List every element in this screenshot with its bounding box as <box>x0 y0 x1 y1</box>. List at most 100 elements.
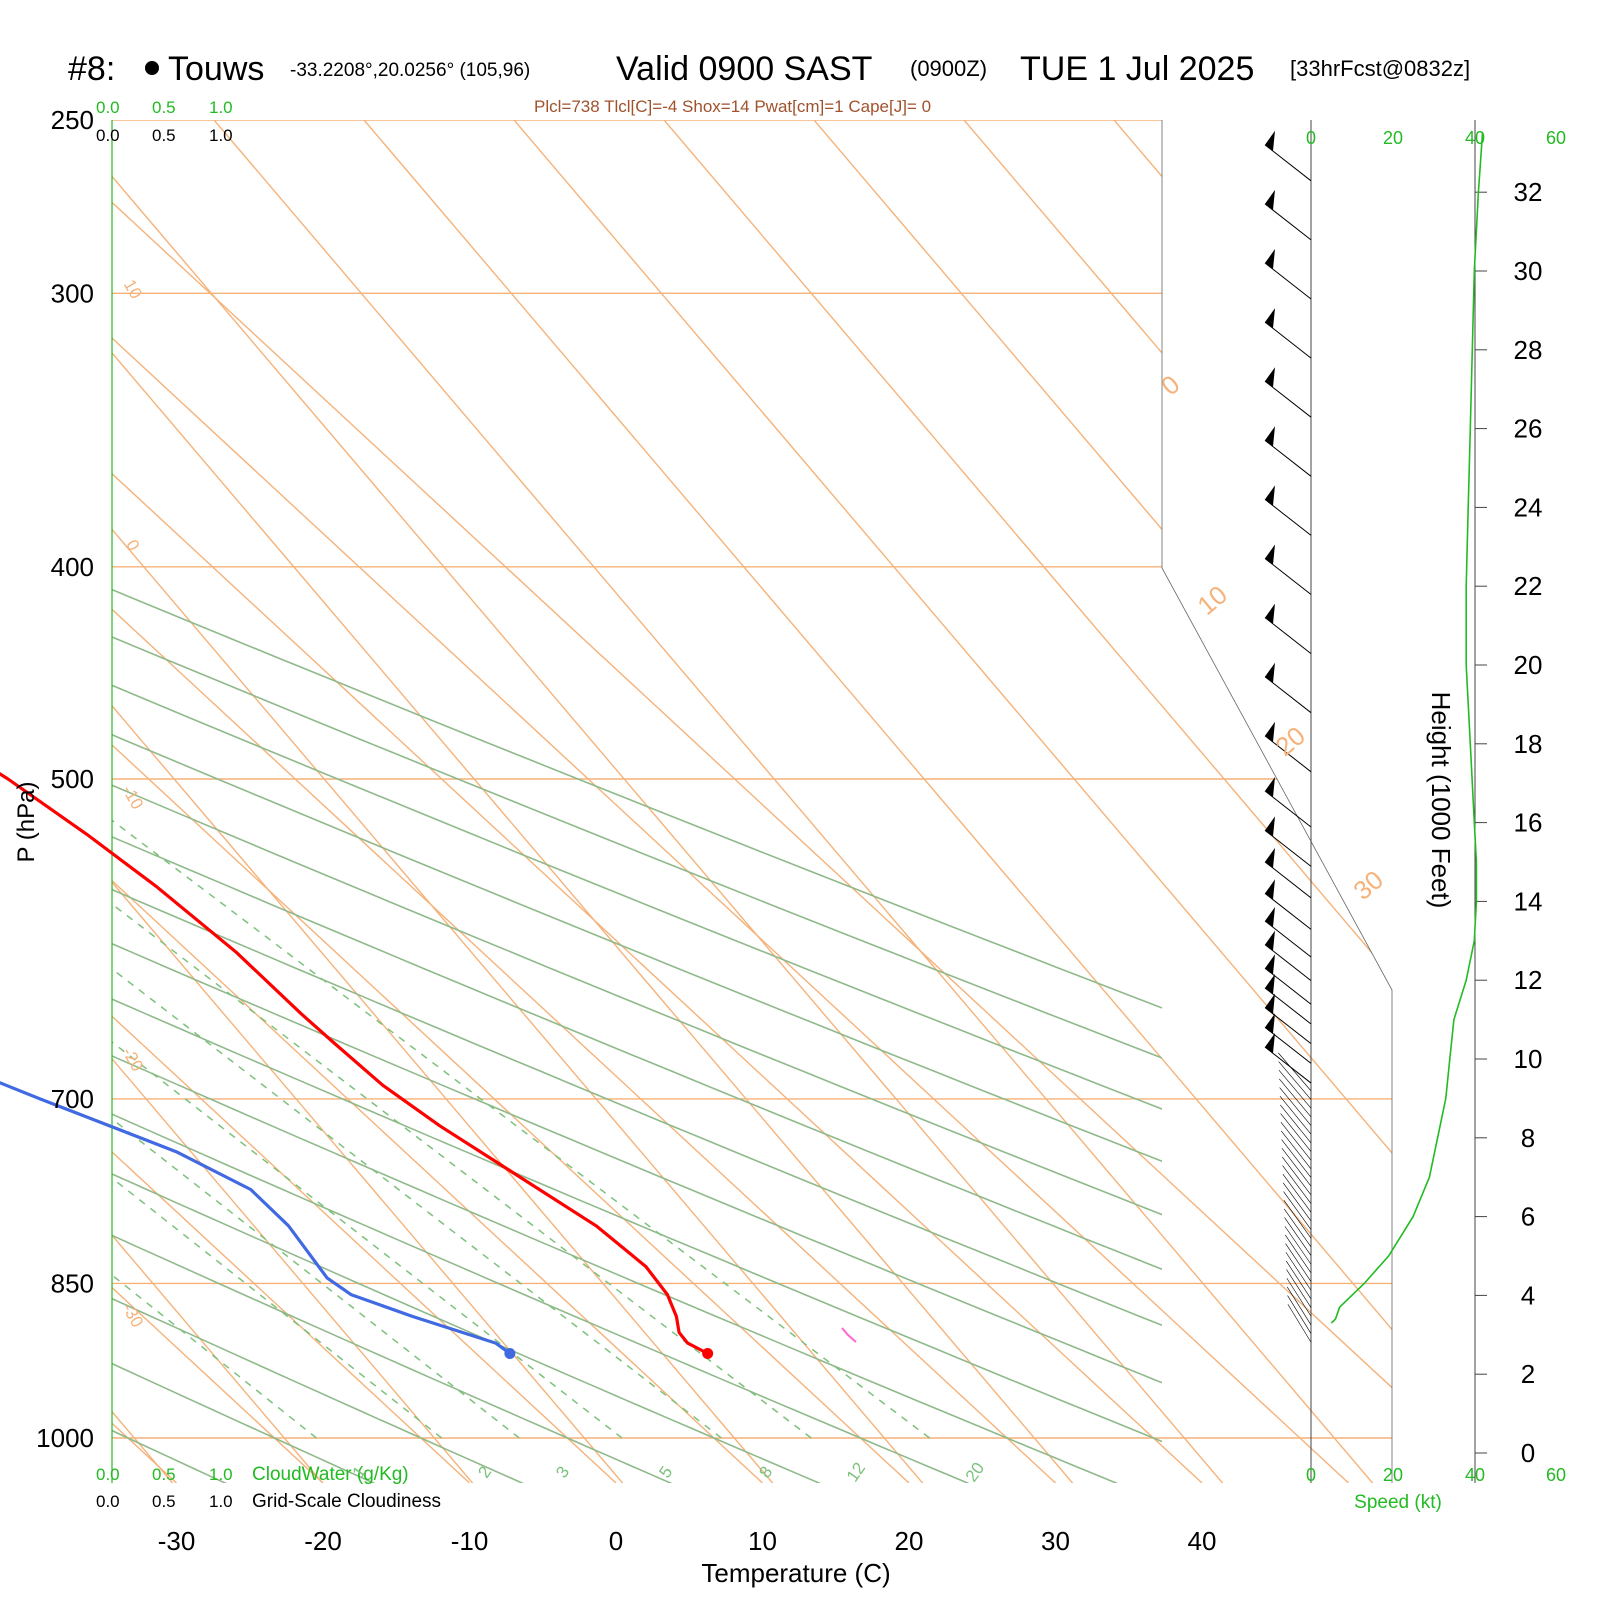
speed-tick-60-bottom: 60 <box>1546 1465 1566 1485</box>
wind-barb-staff <box>1279 1078 1312 1118</box>
isotherm-line <box>112 120 1056 1483</box>
wind-barb-staff <box>1264 829 1312 867</box>
pressure-tick-label: 400 <box>51 552 94 582</box>
isotherm-line <box>112 120 423 1483</box>
isotherm-line <box>112 120 1392 1483</box>
dry-adiabat <box>112 888 1162 1327</box>
cloudwater-tick-1-bottom: 1.0 <box>209 1465 233 1484</box>
isotherm-label: -10 <box>118 782 147 813</box>
zulu-time: (0900Z) <box>910 56 987 81</box>
mixing-ratio-line <box>112 1274 317 1439</box>
height-tick-label: 28 <box>1514 335 1543 365</box>
cloudiness-tick-0-bottom: 0.0 <box>96 1492 120 1511</box>
height-tick-label: 14 <box>1514 886 1543 916</box>
wind-barb-staff <box>1280 1113 1312 1152</box>
wind-barb-staff <box>1264 987 1312 1025</box>
wind-barb-staff <box>1286 1278 1312 1317</box>
wind-barb-flag <box>1265 776 1275 797</box>
station-coords: -33.2208°,20.0256° (105,96) <box>290 60 530 81</box>
x-axis-label: Temperature (C) <box>701 1558 890 1588</box>
mixing-ratio-line <box>112 819 931 1439</box>
pressure-tick-label: 300 <box>51 278 94 308</box>
isotherm-line <box>112 120 617 1483</box>
wind-speed-profile <box>1330 133 1484 1324</box>
wind-barb-staff <box>1284 1217 1312 1256</box>
dry-adiabat <box>112 588 1162 1009</box>
wind-barb-staff <box>1283 1200 1312 1239</box>
parcel-trace <box>841 1327 857 1343</box>
wind-barb-staff <box>1284 1226 1312 1265</box>
dewpoint-profile <box>0 1081 511 1355</box>
isotherm-line <box>711 120 1392 1483</box>
height-tick-label: 32 <box>1514 177 1543 207</box>
isobar-lines <box>112 120 1392 1439</box>
upper-right-boundary <box>1161 120 1393 1483</box>
wind-barb-staff <box>1264 558 1312 595</box>
height-tick-label: 26 <box>1514 414 1543 444</box>
wind-barb-flag <box>1265 847 1275 868</box>
temperature-tick-labels: -30 -20 -10 0 10 20 30 40 <box>158 1526 1217 1556</box>
isotherm-label: 0 <box>122 536 143 554</box>
isotherm-line <box>861 120 1392 1483</box>
valid-time: Valid 0900 SAST <box>616 50 872 88</box>
isotherm-label: 10 <box>120 276 146 302</box>
wind-barb-flag <box>1265 249 1275 269</box>
wind-barb-flag <box>1265 662 1275 683</box>
wind-barb-staff <box>1264 1007 1312 1045</box>
mixing-ratio-label: 3 <box>552 1463 573 1482</box>
isotherm-label: -30 <box>118 1300 147 1331</box>
isotherm-label: 0 <box>1155 369 1185 401</box>
pressure-tick-labels: 250 300 400 500 700 850 1000 <box>36 105 94 1453</box>
temperature-tick-label: 40 <box>1188 1526 1217 1556</box>
height-tick-label: 10 <box>1514 1044 1543 1074</box>
wind-barb-staff <box>1281 1130 1312 1170</box>
speed-tick-20-top: 20 <box>1383 128 1403 148</box>
wind-barb-staff <box>1264 861 1312 899</box>
isotherm-line <box>112 120 873 1483</box>
isotherm-line <box>112 120 723 1483</box>
isotherm-line <box>112 120 910 1483</box>
wind-barb-flag <box>1265 130 1275 151</box>
dry-adiabat <box>112 1297 525 1483</box>
temperature-tick-label: 20 <box>895 1526 924 1556</box>
wind-barb-flag <box>1265 973 1275 994</box>
wind-barb-staff <box>1285 1252 1312 1291</box>
cloudiness-tick-1-top: 1.0 <box>209 126 233 145</box>
wind-barb-flag <box>1265 816 1275 837</box>
height-tick-label: 6 <box>1521 1202 1535 1232</box>
dry-adiabat <box>112 998 1162 1443</box>
y-axis-label: P (hPa) <box>13 782 40 863</box>
pressure-tick-label: 500 <box>51 764 94 794</box>
wind-barb-staff <box>1264 1046 1312 1084</box>
wind-barb-flag <box>1265 954 1275 975</box>
speed-tick-0-bottom: 0 <box>1306 1465 1316 1485</box>
height-tick-label: 2 <box>1521 1359 1535 1389</box>
dry-adiabat <box>112 636 1162 1059</box>
pressure-tick-label: 1000 <box>36 1423 94 1453</box>
cloudiness-label: Grid-Scale Cloudiness <box>252 1491 441 1512</box>
height-tick-label: 20 <box>1514 650 1543 680</box>
pressure-tick-label: 250 <box>51 105 94 135</box>
temperature-tick-label: 10 <box>748 1526 777 1556</box>
isotherm-line <box>112 120 177 1483</box>
wind-barb-staff <box>1285 1260 1312 1300</box>
wind-barb-staff <box>1264 617 1312 654</box>
isotherm-label: 30 <box>1347 864 1388 906</box>
isotherm-line <box>561 120 1392 1483</box>
temperature-tick-label: 30 <box>1041 1526 1070 1556</box>
temperature-tick-label: 0 <box>609 1526 623 1556</box>
temperature-tick-label: -30 <box>158 1526 196 1556</box>
isotherm-line <box>112 120 470 1483</box>
wind-barb-staff <box>1283 1191 1312 1230</box>
mixing-ratio-line <box>112 1041 623 1439</box>
wind-barbs <box>1264 130 1312 1343</box>
wind-barb-staff <box>1264 499 1312 536</box>
station-id: #8: <box>68 50 115 88</box>
temperature-tick-label: -10 <box>451 1526 489 1556</box>
dry-adiabat <box>112 1173 822 1483</box>
cloudiness-tick-1-bottom: 1.0 <box>209 1492 233 1511</box>
dry-adiabat <box>112 733 1162 1163</box>
isotherm-line <box>112 120 1392 1483</box>
